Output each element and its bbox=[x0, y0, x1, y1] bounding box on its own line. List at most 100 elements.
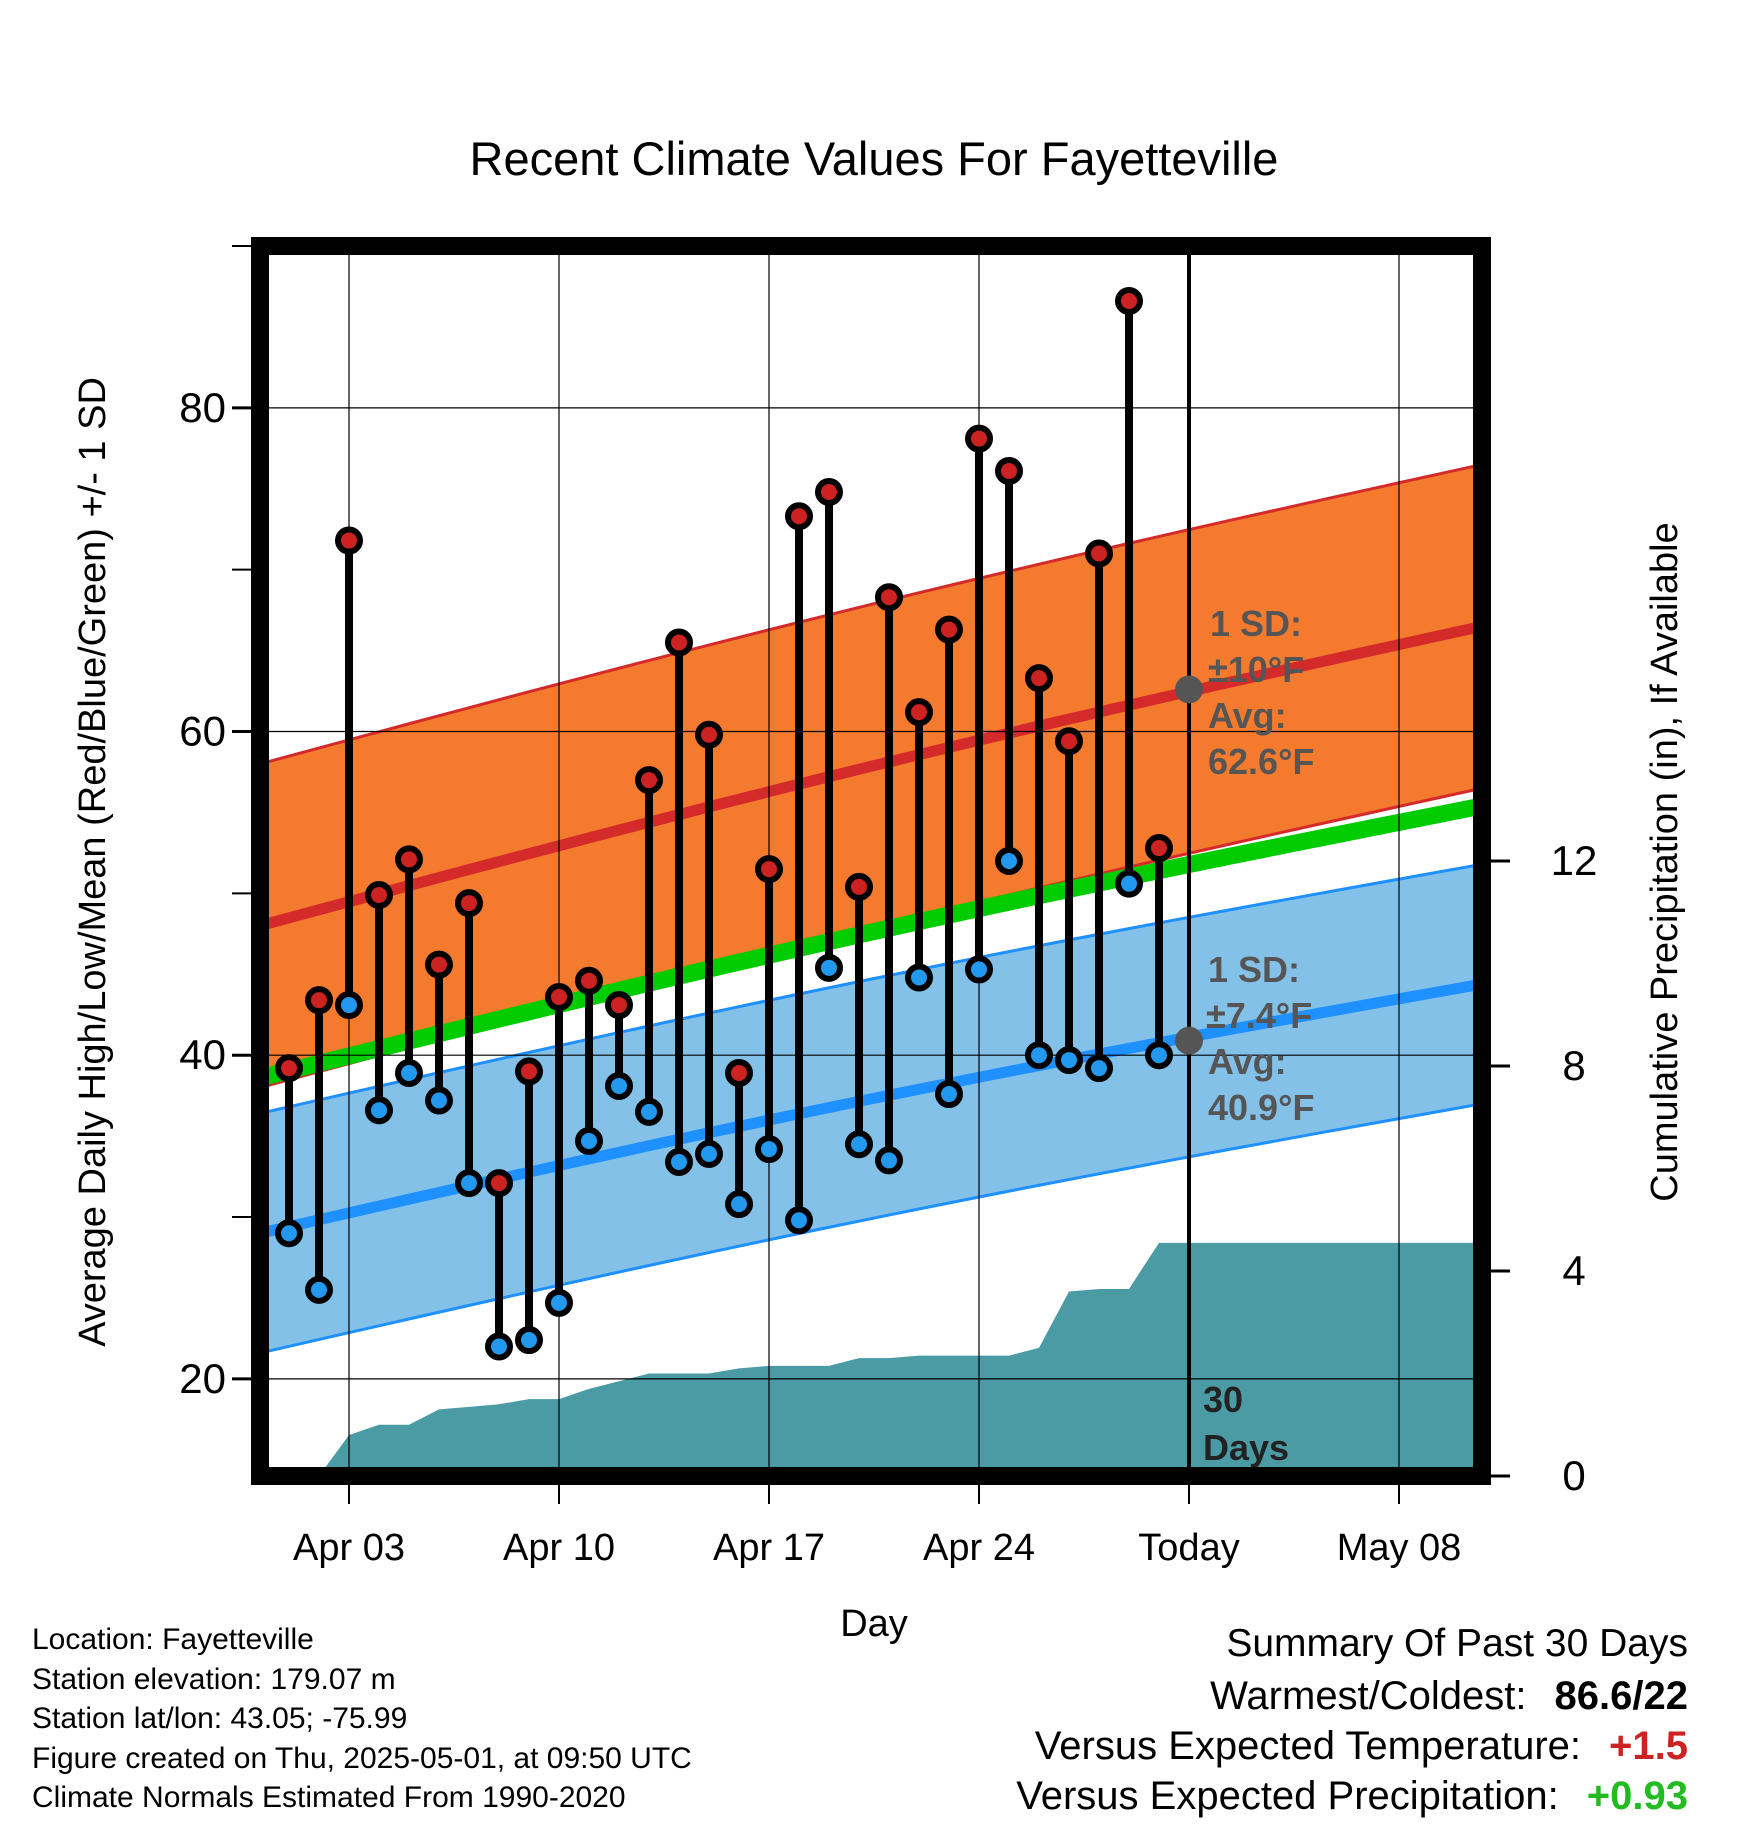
y-left-tick-label: 60 bbox=[179, 708, 226, 755]
daily-low-point bbox=[575, 1126, 603, 1155]
daily-low-point bbox=[1025, 1041, 1053, 1070]
x-tick-label: Today bbox=[1138, 1527, 1239, 1569]
daily-low-point bbox=[1115, 869, 1143, 898]
high-avg-value: 62.6°F bbox=[1208, 741, 1314, 782]
daily-low-point bbox=[1055, 1046, 1083, 1075]
daily-low-point bbox=[815, 953, 843, 982]
daily-low-point bbox=[725, 1190, 753, 1219]
x-tick-label: Apr 03 bbox=[293, 1527, 405, 1569]
daily-high-point bbox=[845, 872, 873, 901]
daily-high-point bbox=[665, 628, 693, 657]
daily-low-point bbox=[755, 1135, 783, 1164]
low-sd-label: 1 SD: bbox=[1208, 949, 1300, 990]
x-tick-label: Apr 24 bbox=[923, 1527, 1035, 1569]
daily-high-point bbox=[755, 855, 783, 884]
plot-inner bbox=[260, 246, 1482, 1476]
summary-warmest-row: Warmest/Coldest: 86.6/22 bbox=[1016, 1671, 1688, 1721]
daily-low-point bbox=[845, 1130, 873, 1159]
daily-low-point bbox=[635, 1097, 663, 1126]
temp-vs-expected-value: +1.5 bbox=[1609, 1724, 1688, 1768]
daily-high-point bbox=[395, 845, 423, 874]
daily-high-point bbox=[1145, 834, 1173, 863]
daily-high-point bbox=[605, 991, 633, 1020]
daily-high-point bbox=[515, 1057, 543, 1086]
normal-mean-line bbox=[260, 797, 1482, 1087]
x-axis-label: Day bbox=[840, 1603, 908, 1645]
temp-vs-expected-label: Versus Expected Temperature: bbox=[1034, 1724, 1582, 1768]
daily-high-point bbox=[695, 720, 723, 749]
daily-high-point bbox=[275, 1054, 303, 1083]
station-info: Location: Fayetteville Station elevation… bbox=[32, 1620, 692, 1818]
plot-frame bbox=[251, 237, 1491, 1485]
daily-high-point bbox=[485, 1169, 513, 1198]
precip-vs-expected-label: Versus Expected Precipitation: bbox=[1016, 1774, 1559, 1818]
daily-high-point bbox=[935, 615, 963, 644]
daily-low-point bbox=[275, 1219, 303, 1248]
daily-high-point bbox=[635, 766, 663, 795]
daily-high-point bbox=[965, 424, 993, 453]
daily-low-point bbox=[1085, 1054, 1113, 1083]
daily-high-point bbox=[545, 982, 573, 1011]
daily-low-point bbox=[965, 955, 993, 984]
warmest-value: 86.6/22 bbox=[1554, 1674, 1688, 1718]
daily-low-point bbox=[305, 1275, 333, 1304]
low-avg-value: 40.9°F bbox=[1208, 1087, 1314, 1128]
daily-low-point bbox=[455, 1169, 483, 1198]
x-tick-label: Apr 17 bbox=[713, 1527, 825, 1569]
daily-low-point bbox=[365, 1096, 393, 1125]
summary-heading: Summary Of Past 30 Days bbox=[1226, 1622, 1688, 1665]
daily-low-point bbox=[395, 1059, 423, 1088]
daily-low-point bbox=[695, 1139, 723, 1168]
normals-text: Climate Normals Estimated From 1990-2020 bbox=[32, 1781, 626, 1814]
daily-low-point bbox=[875, 1146, 903, 1175]
daily-high-point bbox=[1085, 539, 1113, 568]
created-text: Figure created on Thu, 2025-05-01, at 09… bbox=[32, 1741, 692, 1775]
y-axis-left-label: Average Daily High/Low/Mean (Red/Blue/Gr… bbox=[72, 377, 114, 1347]
latlon-text: Station lat/lon: 43.05; -75.99 bbox=[32, 1702, 408, 1735]
y-right-tick-label: 0 bbox=[1562, 1452, 1585, 1499]
chart-title: Recent Climate Values For Fayetteville bbox=[470, 132, 1279, 185]
avg-low-marker bbox=[1175, 1026, 1203, 1055]
daily-high-point bbox=[335, 526, 363, 555]
warmest-label: Warmest/Coldest: bbox=[1210, 1674, 1527, 1718]
plot-area: 1 SD: ±10°F Avg: 62.6°F 1 SD: ±7.4°F Avg: 40.9°… bbox=[179, 237, 1598, 1569]
y-left-tick-label: 40 bbox=[179, 1031, 226, 1078]
y-left-tick-label: 80 bbox=[179, 384, 226, 431]
daily-low-point bbox=[935, 1080, 963, 1109]
daily-high-point bbox=[725, 1059, 753, 1088]
daily-low-point bbox=[785, 1206, 813, 1235]
daily-high-point bbox=[1115, 287, 1143, 316]
daily-high-point bbox=[995, 456, 1023, 485]
daily-high-point bbox=[875, 583, 903, 612]
daily-low-point bbox=[1145, 1041, 1173, 1070]
daily-high-point bbox=[785, 502, 813, 531]
daily-high-point bbox=[905, 698, 933, 727]
high-avg-label: Avg: bbox=[1208, 695, 1287, 736]
daily-low-point bbox=[515, 1326, 543, 1355]
high-sd-label: 1 SD: bbox=[1210, 603, 1302, 644]
low-avg-label: Avg: bbox=[1208, 1041, 1287, 1082]
daily-high-point bbox=[305, 986, 333, 1015]
summary-panel: Summary Of Past 30 Days Warmest/Coldest:… bbox=[1016, 1619, 1688, 1821]
daily-low-point bbox=[425, 1086, 453, 1115]
normal-high-line bbox=[260, 620, 1482, 932]
days-text-label: Days bbox=[1203, 1427, 1289, 1468]
daily-high-point bbox=[1055, 727, 1083, 756]
high-sd-value: ±10°F bbox=[1208, 649, 1304, 690]
summary-precip-row: Versus Expected Precipitation: +0.93 bbox=[1016, 1771, 1688, 1821]
daily-low-point bbox=[665, 1148, 693, 1177]
precip-area bbox=[289, 1242, 1482, 1476]
daily-high-point bbox=[575, 966, 603, 995]
location-text: Location: Fayetteville bbox=[32, 1623, 314, 1656]
daily-low-point bbox=[485, 1332, 513, 1361]
y-left-tick-label: 20 bbox=[179, 1355, 226, 1402]
y-right-tick-label: 4 bbox=[1562, 1247, 1585, 1294]
elevation-text: Station elevation: 179.07 m bbox=[32, 1662, 396, 1696]
low-sd-value: ±7.4°F bbox=[1206, 995, 1312, 1036]
y-right-tick-label: 12 bbox=[1551, 837, 1598, 884]
daily-high-point bbox=[815, 478, 843, 506]
y-axis-right-label: Cumulative Precipitation (in), If Availa… bbox=[1644, 522, 1686, 1201]
precip-vs-expected-value: +0.93 bbox=[1586, 1774, 1688, 1818]
x-tick-label: May 08 bbox=[1337, 1527, 1462, 1569]
